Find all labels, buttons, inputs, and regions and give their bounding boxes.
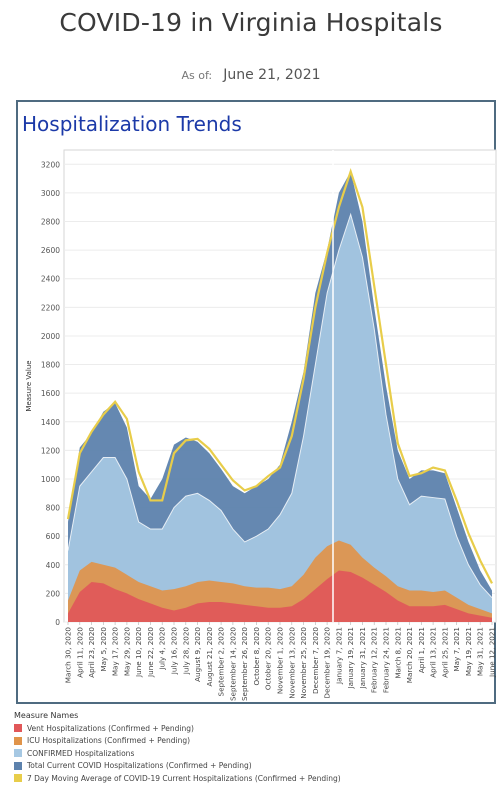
x-tick-label: February 24, 2021 [382,627,391,693]
y-tick-label: 600 [46,532,61,541]
legend-title: Measure Names [14,711,79,720]
legend-item[interactable]: Total Current COVID Hospitalizations (Co… [14,760,484,773]
legend-swatch [14,761,22,770]
legend-item[interactable]: Vent Hospitalizations (Confirmed + Pendi… [14,722,484,735]
x-tick-label: April 1, 2021 [417,627,426,673]
y-tick-label: 1800 [41,361,60,370]
legend-label: Vent Hospitalizations (Confirmed + Pendi… [27,723,194,733]
legend-label: 7 Day Moving Average of COVID-19 Current… [27,773,341,783]
y-tick-label: 1200 [41,446,60,455]
x-tick-label: September 2, 2020 [217,627,226,697]
moving-average-line [66,167,493,584]
y-tick-label: 200 [46,589,61,598]
legend-item[interactable]: CONFIRMED Hospitalizations [14,747,484,760]
x-tick-label: March 20, 2021 [405,627,414,683]
y-tick-label: 800 [46,504,61,513]
y-tick-label: 1000 [41,475,60,484]
x-tick-label: February 12, 2021 [370,627,379,693]
legend-swatch [14,724,22,733]
x-tick-label: April 13, 2021 [429,627,438,678]
legend-label: ICU Hospitalizations (Confirmed + Pendin… [27,736,191,746]
y-tick-label: 2400 [41,275,60,284]
x-tick-label: December 19, 2020 [323,627,332,699]
y-tick-label: 2000 [41,332,60,341]
x-tick-label: April 25, 2021 [440,627,449,678]
x-tick-label: January 31, 2021 [358,627,367,690]
y-tick-label: 400 [46,561,61,570]
legend: Measure Names Vent Hospitalizations (Con… [14,711,484,785]
legend-swatch [14,736,22,745]
x-tick-label: May 5, 2020 [99,627,108,672]
y-axis-title: Measure Value [25,360,33,411]
series-area-0 [68,570,492,622]
as-of-date: June 21, 2021 [223,67,321,83]
x-tick-label: May 19, 2021 [464,627,473,676]
legend-item[interactable]: ICU Hospitalizations (Confirmed + Pendin… [14,735,484,748]
y-tick-label: 2200 [41,303,60,312]
as-of-label: As of: [181,69,213,82]
x-tick-label: July 16, 2020 [170,627,179,676]
x-tick-label: January 19, 2021 [346,627,355,690]
legend-label: Total Current COVID Hospitalizations (Co… [27,761,252,771]
as-of-line: As of: June 21, 2021 [0,64,502,83]
legend-item[interactable]: 7 Day Moving Average of COVID-19 Current… [14,772,484,785]
y-tick-label: 1400 [41,418,60,427]
y-tick-label: 1600 [41,389,60,398]
x-tick-label: September 14, 2020 [228,627,237,701]
legend-swatch [14,774,22,783]
x-tick-label: October 20, 2020 [264,627,273,690]
series-area-2 [68,214,492,622]
x-tick-label: March 30, 2020 [64,627,73,684]
x-tick-label: May 7, 2021 [452,627,461,672]
x-tick-label: November 13, 2020 [287,627,296,699]
y-tick-label: 3000 [41,189,60,198]
page-title: COVID-19 in Virginia Hospitals [59,8,443,37]
x-tick-label: June 12, 2021 [488,627,497,678]
x-tick-label: April 11, 2020 [75,627,84,678]
x-tick-label: October 8, 2020 [252,627,261,686]
x-tick-label: August 9, 2020 [193,627,202,682]
x-tick-label: August 21, 2020 [205,627,214,687]
y-tick-label: 2800 [41,218,60,227]
x-tick-label: May 31, 2021 [476,627,485,676]
panel-title: Hospitalization Trends [22,112,242,136]
x-tick-label: September 26, 2020 [240,627,249,701]
confirmed-boundary-line [67,212,493,599]
legend-swatch [14,749,22,758]
x-tick-label: June 10, 2020 [134,627,143,678]
x-tick-label: December 7, 2020 [311,627,320,694]
x-tick-label: July 4, 2020 [158,627,167,671]
y-tick-label: 3200 [41,160,60,169]
x-tick-label: November 25, 2020 [299,627,308,699]
x-tick-label: May 29, 2020 [122,627,131,677]
y-tick-label: 2600 [41,246,60,255]
x-tick-label: January 7, 2021 [334,627,343,685]
x-tick-label: May 17, 2020 [111,627,120,677]
x-tick-label: April 23, 2020 [87,627,96,678]
legend-label: CONFIRMED Hospitalizations [27,748,135,758]
hospitalization-trends-chart: 0 200 400 600 800 1000 1200 1400 1600 1800 2000 220… [25,149,497,701]
x-tick-label: November 1, 2020 [276,627,285,695]
x-tick-label: June 22, 2020 [146,627,155,678]
y-tick-label: 0 [55,618,60,627]
x-tick-label: July 28, 2020 [181,627,190,676]
x-tick-label: March 8, 2021 [393,627,402,679]
